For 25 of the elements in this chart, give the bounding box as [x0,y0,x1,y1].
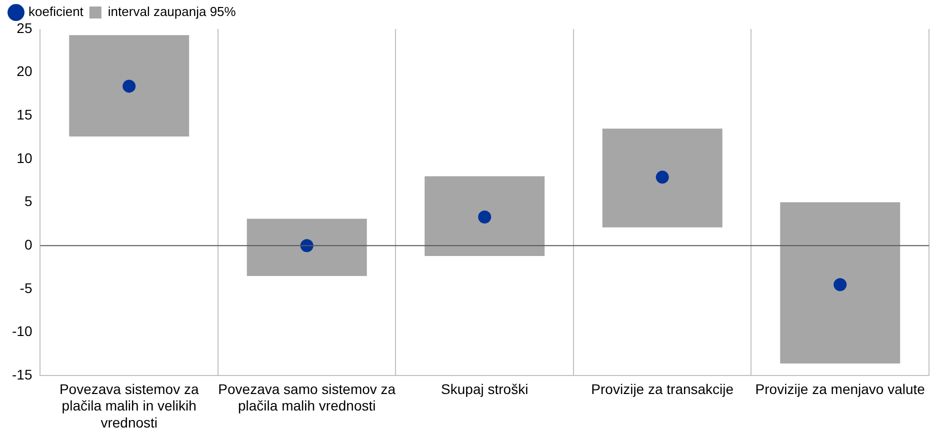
y-tick-label: 5 [24,193,32,210]
x-tick-label: Provizije za menjavo valute [755,380,926,397]
point [478,210,492,224]
y-tick-label: 10 [16,150,32,166]
x-tick-label: Provizije za transakcije [591,380,734,397]
bar [424,176,545,256]
bar [602,128,722,228]
y-tick-label: -15 [12,366,32,382]
y-tick-label: 20 [16,63,32,80]
point [834,278,847,292]
legend-label: interval zaupanja 95% [108,4,236,20]
bar [246,218,367,276]
x-tick-label: Skupaj stroški [441,380,528,397]
legend-label: koeficient [28,4,84,20]
point [656,170,669,184]
y-tick-label: -10 [12,323,32,340]
y-tick-label: 0 [24,236,32,252]
bar [780,202,900,364]
x-tick-label: Povezava sistemov za plačila malih in velikih vrednosti [59,380,199,430]
y-tick-label: 15 [16,106,32,123]
point [122,80,136,93]
x-tick-label: Povezava samo sistemov za plačila malih vrednosti [218,380,396,414]
y-tick-label: -5 [20,280,32,296]
bar [69,35,190,136]
y-tick-label: 25 [16,20,32,36]
